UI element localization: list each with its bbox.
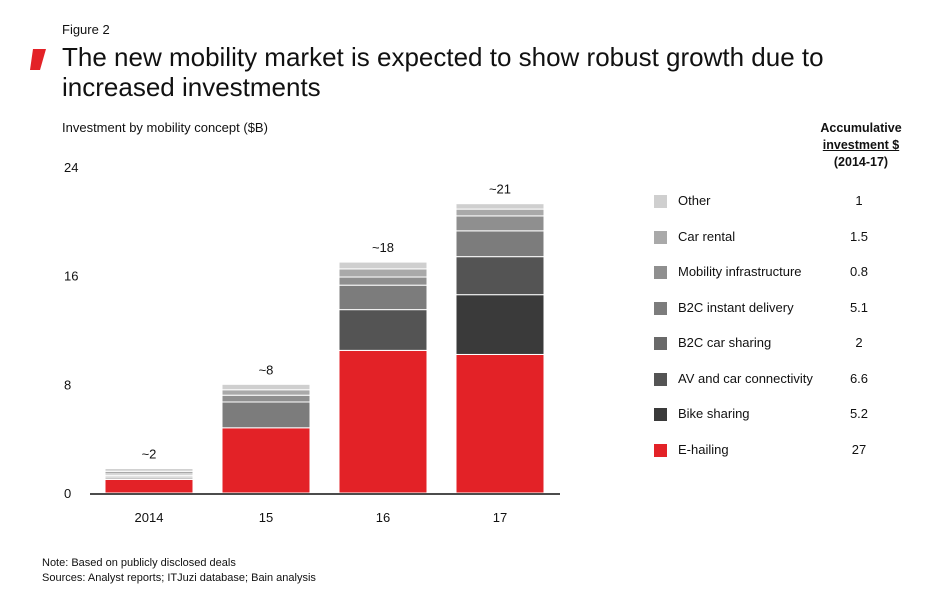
y-tick-label: 8 (64, 377, 71, 392)
bar-segment-car-rental (221, 389, 311, 396)
y-axis-title: Investment by mobility concept ($B) (62, 120, 268, 135)
bar-total-label: ~18 (372, 240, 394, 255)
legend-swatch (654, 372, 667, 386)
legend-value: 27 (851, 441, 867, 457)
legend-item: Car rental 1.5 (654, 228, 894, 248)
legend-swatch (654, 195, 667, 208)
legend-header-line2: investment $ (822, 138, 900, 152)
legend-label: E-hailing (678, 441, 729, 457)
bar-segment-av-and-car-connectivity (455, 256, 545, 296)
x-tick-label: 15 (259, 510, 273, 525)
legend-label: Bike sharing (678, 406, 750, 421)
legend-value: 6.6 (849, 370, 869, 386)
bar-total-label: ~8 (259, 362, 274, 377)
legend-header: Accumulative investment $ (2014-17) (806, 120, 916, 171)
bar-segment-car-rental (338, 268, 428, 278)
bar-total-label: ~2 (142, 447, 157, 462)
x-tick-label: 16 (376, 510, 390, 525)
bar-segment-av-and-car-connectivity (338, 309, 428, 351)
bar-segment-b2c-instant-delivery (221, 401, 311, 429)
bar-segment-e-hailing (338, 349, 428, 494)
bar-segment-other (455, 203, 545, 210)
bar-segment-car-rental (455, 208, 545, 217)
legend-value: 5.2 (849, 406, 869, 421)
legend-swatch (654, 337, 667, 350)
bar-segment-b2c-instant-delivery (455, 230, 545, 258)
chart-title: The new mobility market is expected to s… (62, 42, 824, 102)
y-tick-label: 0 (64, 486, 71, 501)
bar-total-label: ~21 (489, 182, 511, 197)
x-tick-label: 17 (493, 510, 507, 525)
bar-segment-mobility-infrastructure (221, 394, 311, 403)
legend-value: 1 (855, 193, 863, 208)
legend-label: B2C car sharing (678, 335, 772, 350)
legend-header-line3: (2014-17) (833, 155, 889, 169)
bar-segment-mobility-infrastructure (455, 215, 545, 232)
footer-note: Note: Based on publicly disclosed deals (42, 557, 236, 569)
bar-segment-e-hailing (455, 353, 545, 494)
legend-label: Car rental (678, 228, 736, 244)
footer: Note: Based on publicly disclosed deals … (42, 556, 316, 586)
stacked-bar-chart: 0 8 16 24 ~2 2014 ~8 15 ~18 16 ~21 17 (64, 160, 560, 525)
legend-item: AV and car connectivity 6.6 (654, 370, 894, 390)
bar-segment-bike-sharing (455, 294, 545, 355)
x-tick-label: 2014 (135, 510, 164, 525)
legend-swatch (654, 266, 667, 279)
legend-item: B2C instant delivery 5.1 (654, 299, 894, 319)
legend-label: Mobility infrastructure (678, 264, 802, 279)
legend-swatch (654, 301, 667, 315)
legend-value: 0.8 (849, 264, 869, 279)
legend-value: 2 (855, 335, 863, 350)
bar-segment-other (104, 468, 194, 472)
bar-segment-b2c-instant-delivery (338, 284, 428, 311)
legend-value: 1.5 (849, 228, 869, 244)
legend-label: AV and car connectivity (678, 370, 813, 386)
legend-header-line1: Accumulative (820, 121, 902, 135)
legend-swatch (654, 408, 667, 421)
legend-item: Bike sharing 5.2 (654, 405, 894, 425)
bar-segment-mobility-infrastructure (338, 276, 428, 286)
bar-segment-other (338, 261, 428, 270)
y-tick-label: 24 (64, 160, 78, 175)
legend-value: 5.1 (849, 299, 869, 315)
footer-sources: Sources: Analyst reports; ITJuzi databas… (42, 572, 316, 584)
legend-swatch (654, 230, 667, 244)
legend-item: B2C car sharing 2 (654, 334, 894, 354)
bar-segment-other (221, 383, 311, 391)
legend-item: E-hailing 27 (654, 441, 894, 461)
bar-segment-e-hailing (104, 478, 194, 494)
figure-label: Figure 2 (62, 22, 110, 37)
legend-label: Other (678, 193, 711, 208)
legend-swatch (654, 443, 667, 457)
legend-label: B2C instant delivery (678, 299, 794, 315)
legend-item: Mobility infrastructure 0.8 (654, 263, 894, 283)
y-tick-label: 16 (64, 269, 78, 284)
legend-item: Other 1 (654, 192, 894, 212)
bar-segment-e-hailing (221, 427, 311, 494)
